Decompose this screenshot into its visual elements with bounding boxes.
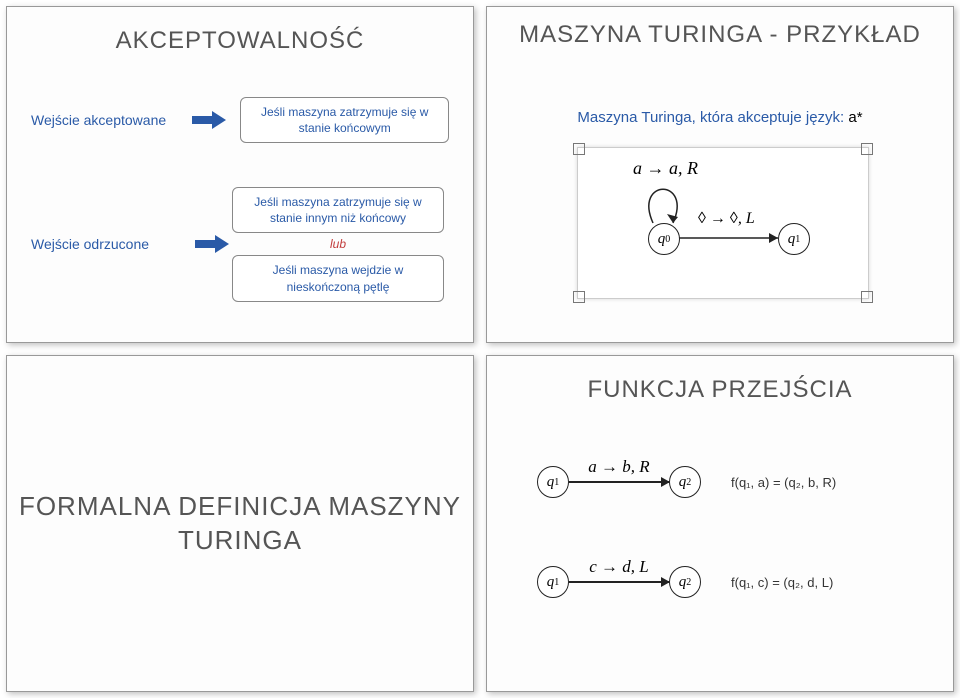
state-from: q1 [537,466,569,498]
slide-transition-function: FUNKCJA PRZEJŚCIA q1 a → b, R q2 f(q₁, a… [486,355,954,692]
slide1-row-accepted: Wejście akceptowane Jeśli maszyna zatrzy… [31,97,449,143]
slide2-subtitle: Maszyna Turinga, która akceptuje język: … [487,109,953,126]
transition-arrow: c → d, L [569,581,669,583]
state-q0-sub: 0 [665,234,670,245]
accepted-box: Jeśli maszyna zatrzymuje się w stanie ko… [240,97,449,143]
slide-formal-definition: FORMALNA DEFINICJA MASZYNY TURINGA [6,355,474,692]
rejected-label: Wejście odrzucone [31,236,181,252]
or-label: lub [330,237,346,251]
transition-arrow: a → b, R [569,481,669,483]
slide4-title: FUNKCJA PRZEJŚCIA [487,376,953,404]
slide2-title: MASZYNA TURINGA - PRZYKŁAD [487,21,953,50]
transition-label: c → d, L [569,557,669,577]
transition-label: a → b, R [569,457,669,477]
state-q0: q0 [648,223,680,255]
accepted-label: Wejście akceptowane [31,112,178,128]
edge-label: ◊ → ◊, L [698,210,755,228]
transition-2: q1 c → d, L q2 f(q₁, c) = (q₂, d, L) [537,566,833,598]
subtitle-prefix: Maszyna Turinga, która akceptuje język: [577,109,848,126]
state-q0-name: q [658,231,666,248]
state-q1-sub: 1 [795,234,800,245]
transition-fn: f(q₁, a) = (q₂, b, R) [731,475,836,490]
rejected-box-bot: Jeśli maszyna wejdzie w nieskończoną pęt… [232,255,444,301]
state-to: q2 [669,466,701,498]
slide1-row-rejected: Wejście odrzucone Jeśli maszyna zatrzymu… [31,187,449,302]
subtitle-lang: a* [848,109,862,126]
rejected-box-top: Jeśli maszyna zatrzymuje się w stanie in… [232,187,444,233]
slide-akceptowalnosc: AKCEPTOWALNOŚĆ Wejście akceptowane Jeśli… [6,6,474,343]
transition-fn: f(q₁, c) = (q₂, d, L) [731,575,833,590]
rejected-box-column: Jeśli maszyna zatrzymuje się w stanie in… [243,187,433,302]
slide-grid: AKCEPTOWALNOŚĆ Wejście akceptowane Jeśli… [0,0,960,698]
state-from: q1 [537,566,569,598]
arrow-icon [192,113,226,127]
slide1-title: AKCEPTOWALNOŚĆ [7,27,473,55]
state-q1: q1 [778,223,810,255]
arrow-icon [195,237,229,251]
automaton-diagram: a → a, R ◊ → ◊, L q0 q1 [577,147,869,299]
loop-label: a → a, R [633,158,698,179]
slide-turing-example: MASZYNA TURINGA - PRZYKŁAD Maszyna Turin… [486,6,954,343]
state-q1-name: q [788,231,796,248]
state-to: q2 [669,566,701,598]
slide3-title: FORMALNA DEFINICJA MASZYNY TURINGA [7,356,473,691]
transition-1: q1 a → b, R q2 f(q₁, a) = (q₂, b, R) [537,466,836,498]
